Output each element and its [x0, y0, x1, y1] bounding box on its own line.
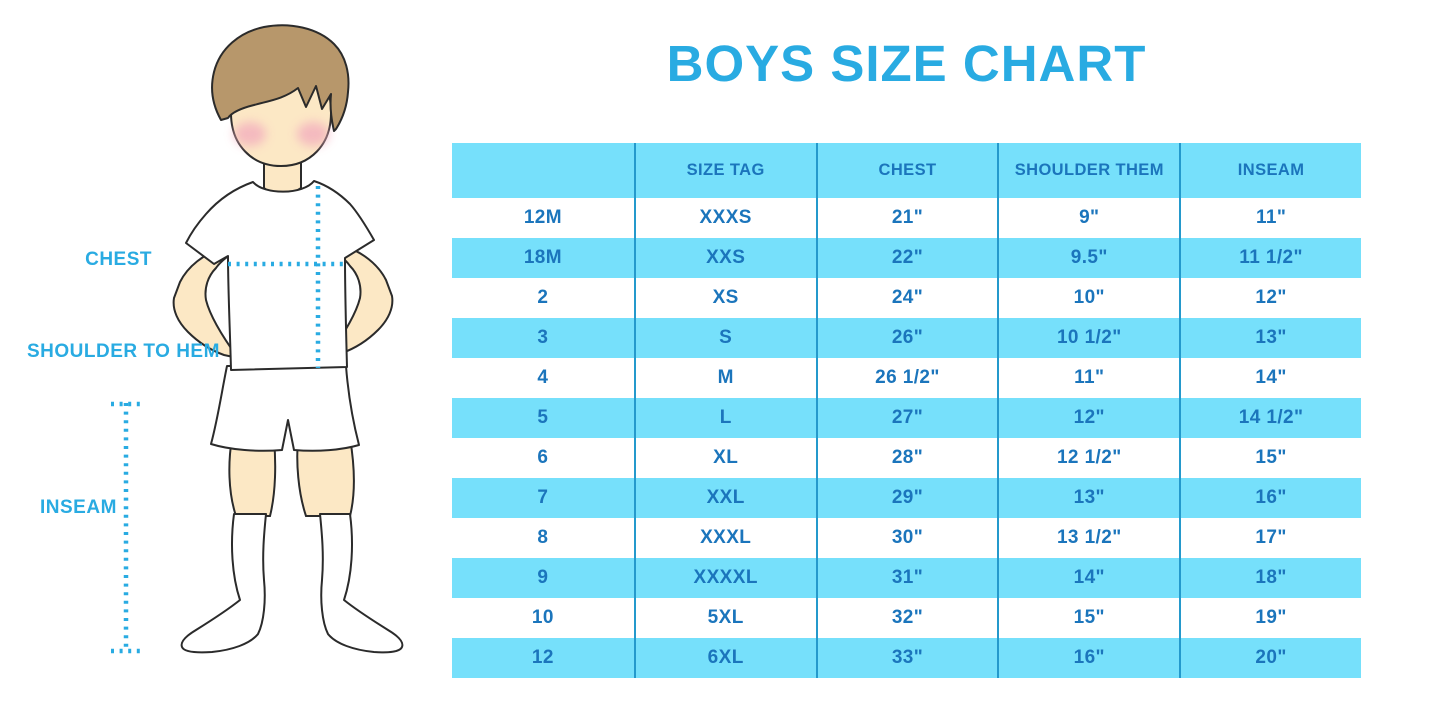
table-cell: 26 1/2"	[815, 358, 998, 398]
header-cell	[452, 143, 634, 198]
boy-measurement-diagram: CHEST SHOULDER TO HEM INSEAM	[0, 0, 452, 723]
table-cell: 29"	[815, 478, 998, 518]
table-cell: 3	[537, 327, 549, 348]
table-cell: 33"	[815, 638, 998, 678]
table-cell: 13"	[1179, 318, 1361, 358]
table-cell: 10	[531, 607, 554, 628]
table-cell: XXXXL	[633, 558, 816, 598]
table-cell: 12"	[997, 398, 1179, 438]
boy-tshirt	[185, 180, 375, 371]
table-cell: 21"	[815, 198, 998, 238]
table-cell: 9"	[997, 198, 1179, 238]
table-cell: 16"	[1179, 478, 1361, 518]
table-row: 2 XS 24" 10" 12"	[452, 278, 1361, 318]
table-cell: 14"	[1179, 358, 1361, 398]
table-cell: XS	[633, 278, 816, 318]
table-cell: 9.5"	[997, 238, 1179, 278]
table-cell: 4	[537, 367, 549, 388]
table-cell: 28"	[815, 438, 998, 478]
page-title: BOYS SIZE CHART	[666, 35, 1147, 92]
table-cell: 27"	[815, 398, 998, 438]
table-row: 10 5XL 32" 15" 19"	[452, 598, 1361, 638]
table-cell: 26"	[815, 318, 998, 358]
header-cell: SIZE TAG	[633, 143, 816, 198]
table-cell: XXXL	[633, 518, 816, 558]
table-cell: 22"	[815, 238, 998, 278]
boy-leg-left	[228, 436, 277, 517]
table-row: 6 XL 28" 12 1/2" 15"	[452, 438, 1361, 478]
table-cell: 11"	[997, 358, 1179, 398]
table-row: 12M XXXS 21" 9" 11"	[452, 198, 1361, 238]
table-cell: 20"	[1179, 638, 1361, 678]
table-cell: 11"	[1179, 198, 1361, 238]
table-cell: 9	[537, 567, 549, 588]
boy-figure-illustration	[111, 24, 404, 654]
table-cell: L	[633, 398, 816, 438]
table-cell: 7	[537, 487, 549, 508]
table-cell: 10"	[997, 278, 1179, 318]
table-cell: 17"	[1179, 518, 1361, 558]
table-cell: M	[633, 358, 816, 398]
table-row: 3 S 26" 10 1/2" 13"	[452, 318, 1361, 358]
table-cell: 12	[531, 647, 554, 668]
table-cell: 32"	[815, 598, 998, 638]
boy-cheek-right	[297, 122, 329, 146]
inseam-label: INSEAM	[40, 497, 117, 518]
table-cell: 6	[537, 447, 549, 468]
table-cell: 2	[537, 287, 549, 308]
table-cell: 12 1/2"	[997, 438, 1179, 478]
table-cell: 5XL	[633, 598, 816, 638]
table-cell: 5	[537, 407, 549, 428]
table-cell: 15"	[997, 598, 1179, 638]
table-row: 8 XXXL 30" 13 1/2" 17"	[452, 518, 1361, 558]
table-cell: 14"	[997, 558, 1179, 598]
boy-shorts	[210, 365, 360, 452]
table-cell: 16"	[997, 638, 1179, 678]
shoulder-to-hem-label: SHOULDER TO HEM	[27, 341, 220, 362]
header-cell: CHEST	[815, 143, 998, 198]
table-row: 7 XXL 29" 13" 16"	[452, 478, 1361, 518]
header-cell: SHOULDER THEM	[997, 143, 1179, 198]
table-row: 4 M 26 1/2" 11" 14"	[452, 358, 1361, 398]
table-cell: XXS	[633, 238, 816, 278]
boy-hair	[211, 24, 350, 132]
table-cell: 13"	[997, 478, 1179, 518]
table-cell: XXXS	[633, 198, 816, 238]
table-row: 5 L 27" 12" 14 1/2"	[452, 398, 1361, 438]
boy-sock-right	[319, 513, 404, 654]
chest-label: CHEST	[85, 249, 152, 270]
table-row: 12 6XL 33" 16" 20"	[452, 638, 1361, 678]
boy-sock-left	[180, 513, 267, 654]
header-cell: INSEAM	[1179, 143, 1361, 198]
table-cell: 13 1/2"	[997, 518, 1179, 558]
table-row: 18M XXS 22" 9.5" 11 1/2"	[452, 238, 1361, 278]
size-table: SIZE TAG CHEST SHOULDER THEM INSEAM 12M XXXS 2…	[452, 143, 1361, 678]
table-cell: 19"	[1179, 598, 1361, 638]
table-cell: 11 1/2"	[1179, 238, 1361, 278]
table-cell: 12M	[523, 207, 562, 228]
table-cell: 15"	[1179, 438, 1361, 478]
table-cell: 10 1/2"	[997, 318, 1179, 358]
table-cell: 31"	[815, 558, 998, 598]
table-cell: XL	[633, 438, 816, 478]
table-cell: 8	[537, 527, 549, 548]
table-cell: 24"	[815, 278, 998, 318]
table-cell: XXL	[633, 478, 816, 518]
table-cell: 18"	[1179, 558, 1361, 598]
boy-cheek-left	[234, 122, 266, 146]
table-cell: 18M	[523, 247, 562, 268]
table-cell: 14 1/2"	[1179, 398, 1361, 438]
table-header-row: SIZE TAG CHEST SHOULDER THEM INSEAM	[452, 143, 1361, 198]
table-cell: S	[633, 318, 816, 358]
table-row: 9 XXXXL 31" 14" 18"	[452, 558, 1361, 598]
table-cell: 30"	[815, 518, 998, 558]
table-cell: 12"	[1179, 278, 1361, 318]
table-cell: 6XL	[633, 638, 816, 678]
